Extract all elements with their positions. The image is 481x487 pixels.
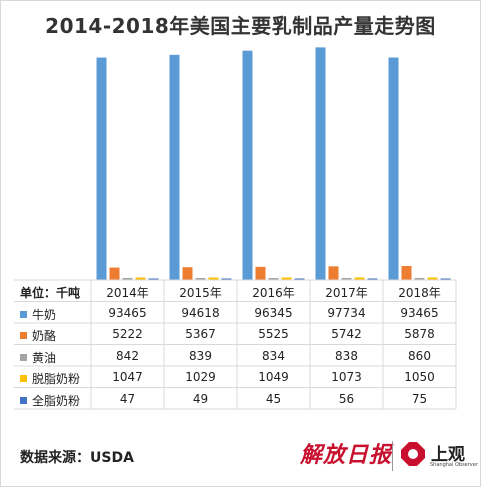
legend-swatch-cheese [20,332,27,339]
shanghai-observer-subtitle: Shanghai Observer [430,462,478,468]
table-cell-milk: 97734 [327,305,366,320]
table-cell-skim-powder: 1049 [258,370,289,384]
legend-swatch-skim-powder [20,375,27,382]
table-cell-butter: 860 [408,348,431,363]
logo-divider [392,441,393,471]
unit-label: 单位：千吨 [20,286,81,300]
legend-label-whole-powder: 全脂奶粉 [32,393,81,408]
table-row-header: 全脂奶粉 [20,392,80,409]
table-cell-milk: 93465 [108,305,147,320]
table-cell-milk: 94618 [181,305,220,320]
shanghai-observer-logo: 上观 [431,445,465,465]
legend-label-butter: 黄油 [32,350,57,365]
legend-swatch-milk [20,310,27,318]
table-row-header: 黄油 [20,349,56,366]
x-tick-label: 2018年 [398,286,441,300]
x-tick-label: 2014年 [106,286,149,300]
bar-whole-powder-3 [367,278,378,280]
bar-cheese-1 [182,267,193,280]
x-tick-label: 2015年 [179,286,222,300]
table-cell-cheese: 5878 [404,327,435,341]
bar-cheese-3 [328,266,339,280]
legend-swatch-butter [20,353,27,361]
table-cell-butter: 842 [116,348,139,363]
table-cell-cheese: 5367 [185,327,216,341]
bar-skim-powder-1 [208,277,219,280]
x-tick-label: 2016年 [252,286,295,300]
table-cell-skim-powder: 1029 [185,370,216,384]
table-row-header: 脱脂奶粉 [20,370,80,387]
table-row-header: 奶酪 [20,327,56,344]
table-cell-cheese: 5222 [112,327,143,341]
table-cell-butter: 834 [262,348,285,363]
bar-whole-powder-1 [221,278,232,280]
table-cell-whole-powder: 45 [265,391,282,406]
bar-whole-powder-2 [294,278,305,280]
table-cell-skim-powder: 1050 [404,370,435,384]
table-cell-whole-powder: 49 [192,391,209,406]
table-cell-whole-powder: 47 [119,391,136,406]
chart-title: 2014-2018年美国主要乳制品产量走势图 [45,14,436,38]
shanghai-observer-icon [401,442,425,466]
bar-milk-3 [315,47,326,280]
legend-label-cheese: 奶酪 [32,329,57,343]
bar-skim-powder-4 [427,277,438,280]
bar-milk-2 [242,50,253,280]
table-cell-whole-powder: 56 [338,391,355,406]
bar-milk-4 [388,57,399,280]
legend-label-milk: 牛奶 [32,307,57,322]
table-cell-milk: 93465 [400,305,439,320]
bar-whole-powder-4 [440,278,451,280]
bar-skim-powder-2 [281,277,292,280]
table-cell-skim-powder: 1073 [331,370,362,384]
table-cell-whole-powder: 75 [411,391,428,406]
table-cell-milk: 96345 [254,305,293,320]
legend-label-skim-powder: 脱脂奶粉 [32,372,81,386]
source-note: 数据来源：USDA [20,450,134,466]
bar-butter-3 [341,278,352,280]
table-cell-butter: 839 [189,348,212,363]
table-cell-butter: 838 [335,348,358,363]
bar-skim-powder-3 [354,277,365,280]
bar-butter-1 [195,278,206,280]
bar-butter-4 [414,277,425,280]
table-row-header: 牛奶 [20,306,56,323]
table-cell-skim-powder: 1047 [112,370,143,384]
bar-cheese-2 [255,266,266,280]
jiefang-daily-logo: 解放日报 [300,442,393,468]
bar-cheese-4 [401,266,412,280]
bar-milk-1 [169,54,180,280]
table-cell-cheese: 5742 [331,327,362,341]
bar-milk-0 [96,57,107,280]
bar-skim-powder-0 [135,277,146,280]
x-tick-label: 2017年 [325,286,368,300]
bar-butter-2 [268,278,279,280]
bar-butter-0 [122,277,133,280]
legend-swatch-whole-powder [20,396,27,404]
bar-whole-powder-0 [148,278,159,280]
table-cell-cheese: 5525 [258,327,289,341]
bar-cheese-0 [109,267,120,280]
